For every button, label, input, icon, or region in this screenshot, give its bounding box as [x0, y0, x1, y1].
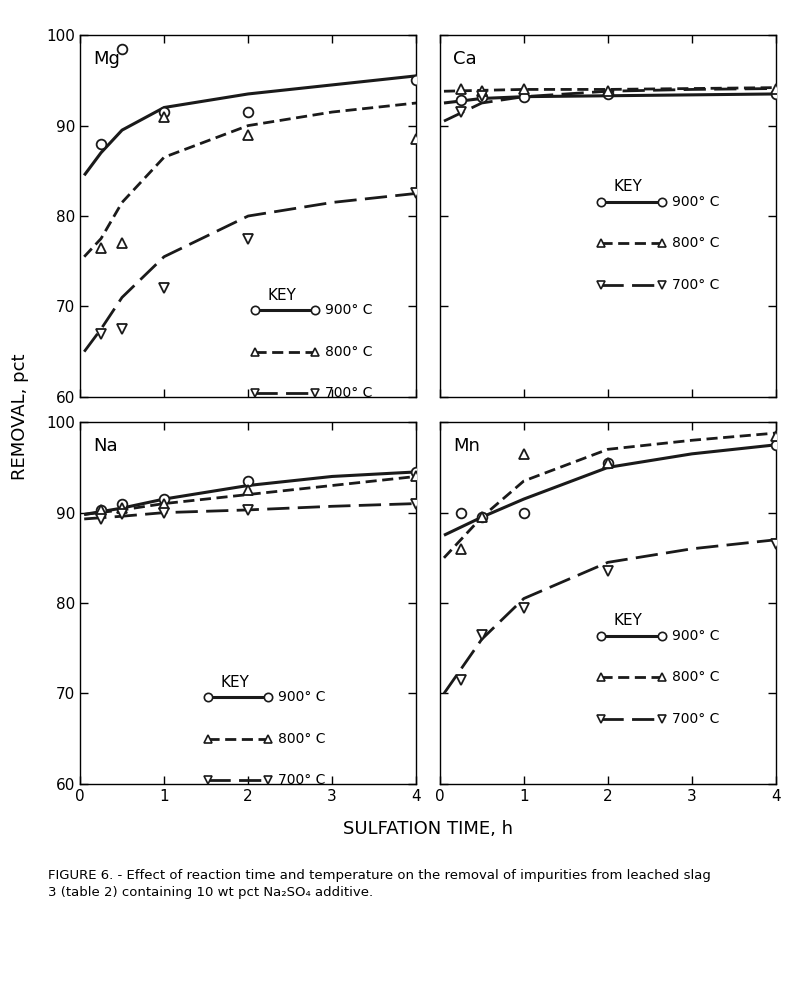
Text: FIGURE 6. - Effect of reaction time and temperature on the removal of impurities: FIGURE 6. - Effect of reaction time and … — [48, 869, 711, 899]
Text: 800° C: 800° C — [278, 732, 326, 746]
Text: 700° C: 700° C — [672, 277, 719, 291]
Text: KEY: KEY — [614, 613, 642, 628]
Text: 700° C: 700° C — [672, 712, 719, 726]
Text: Mg: Mg — [94, 49, 120, 67]
Text: 900° C: 900° C — [326, 304, 373, 317]
Text: 700° C: 700° C — [278, 773, 326, 787]
Text: 800° C: 800° C — [672, 670, 719, 684]
Text: SULFATION TIME, h: SULFATION TIME, h — [343, 820, 513, 838]
Text: Mn: Mn — [454, 436, 480, 454]
Text: KEY: KEY — [267, 287, 296, 303]
Text: Ca: Ca — [454, 49, 477, 67]
Text: 900° C: 900° C — [672, 195, 719, 209]
Text: 700° C: 700° C — [326, 386, 373, 400]
Text: KEY: KEY — [614, 179, 642, 194]
Text: 900° C: 900° C — [278, 690, 326, 705]
Text: 800° C: 800° C — [672, 236, 719, 250]
Text: 900° C: 900° C — [672, 628, 719, 642]
Text: REMOVAL, pct: REMOVAL, pct — [11, 354, 29, 480]
Text: Na: Na — [94, 436, 118, 454]
Text: 800° C: 800° C — [326, 345, 373, 359]
Text: KEY: KEY — [220, 674, 249, 689]
